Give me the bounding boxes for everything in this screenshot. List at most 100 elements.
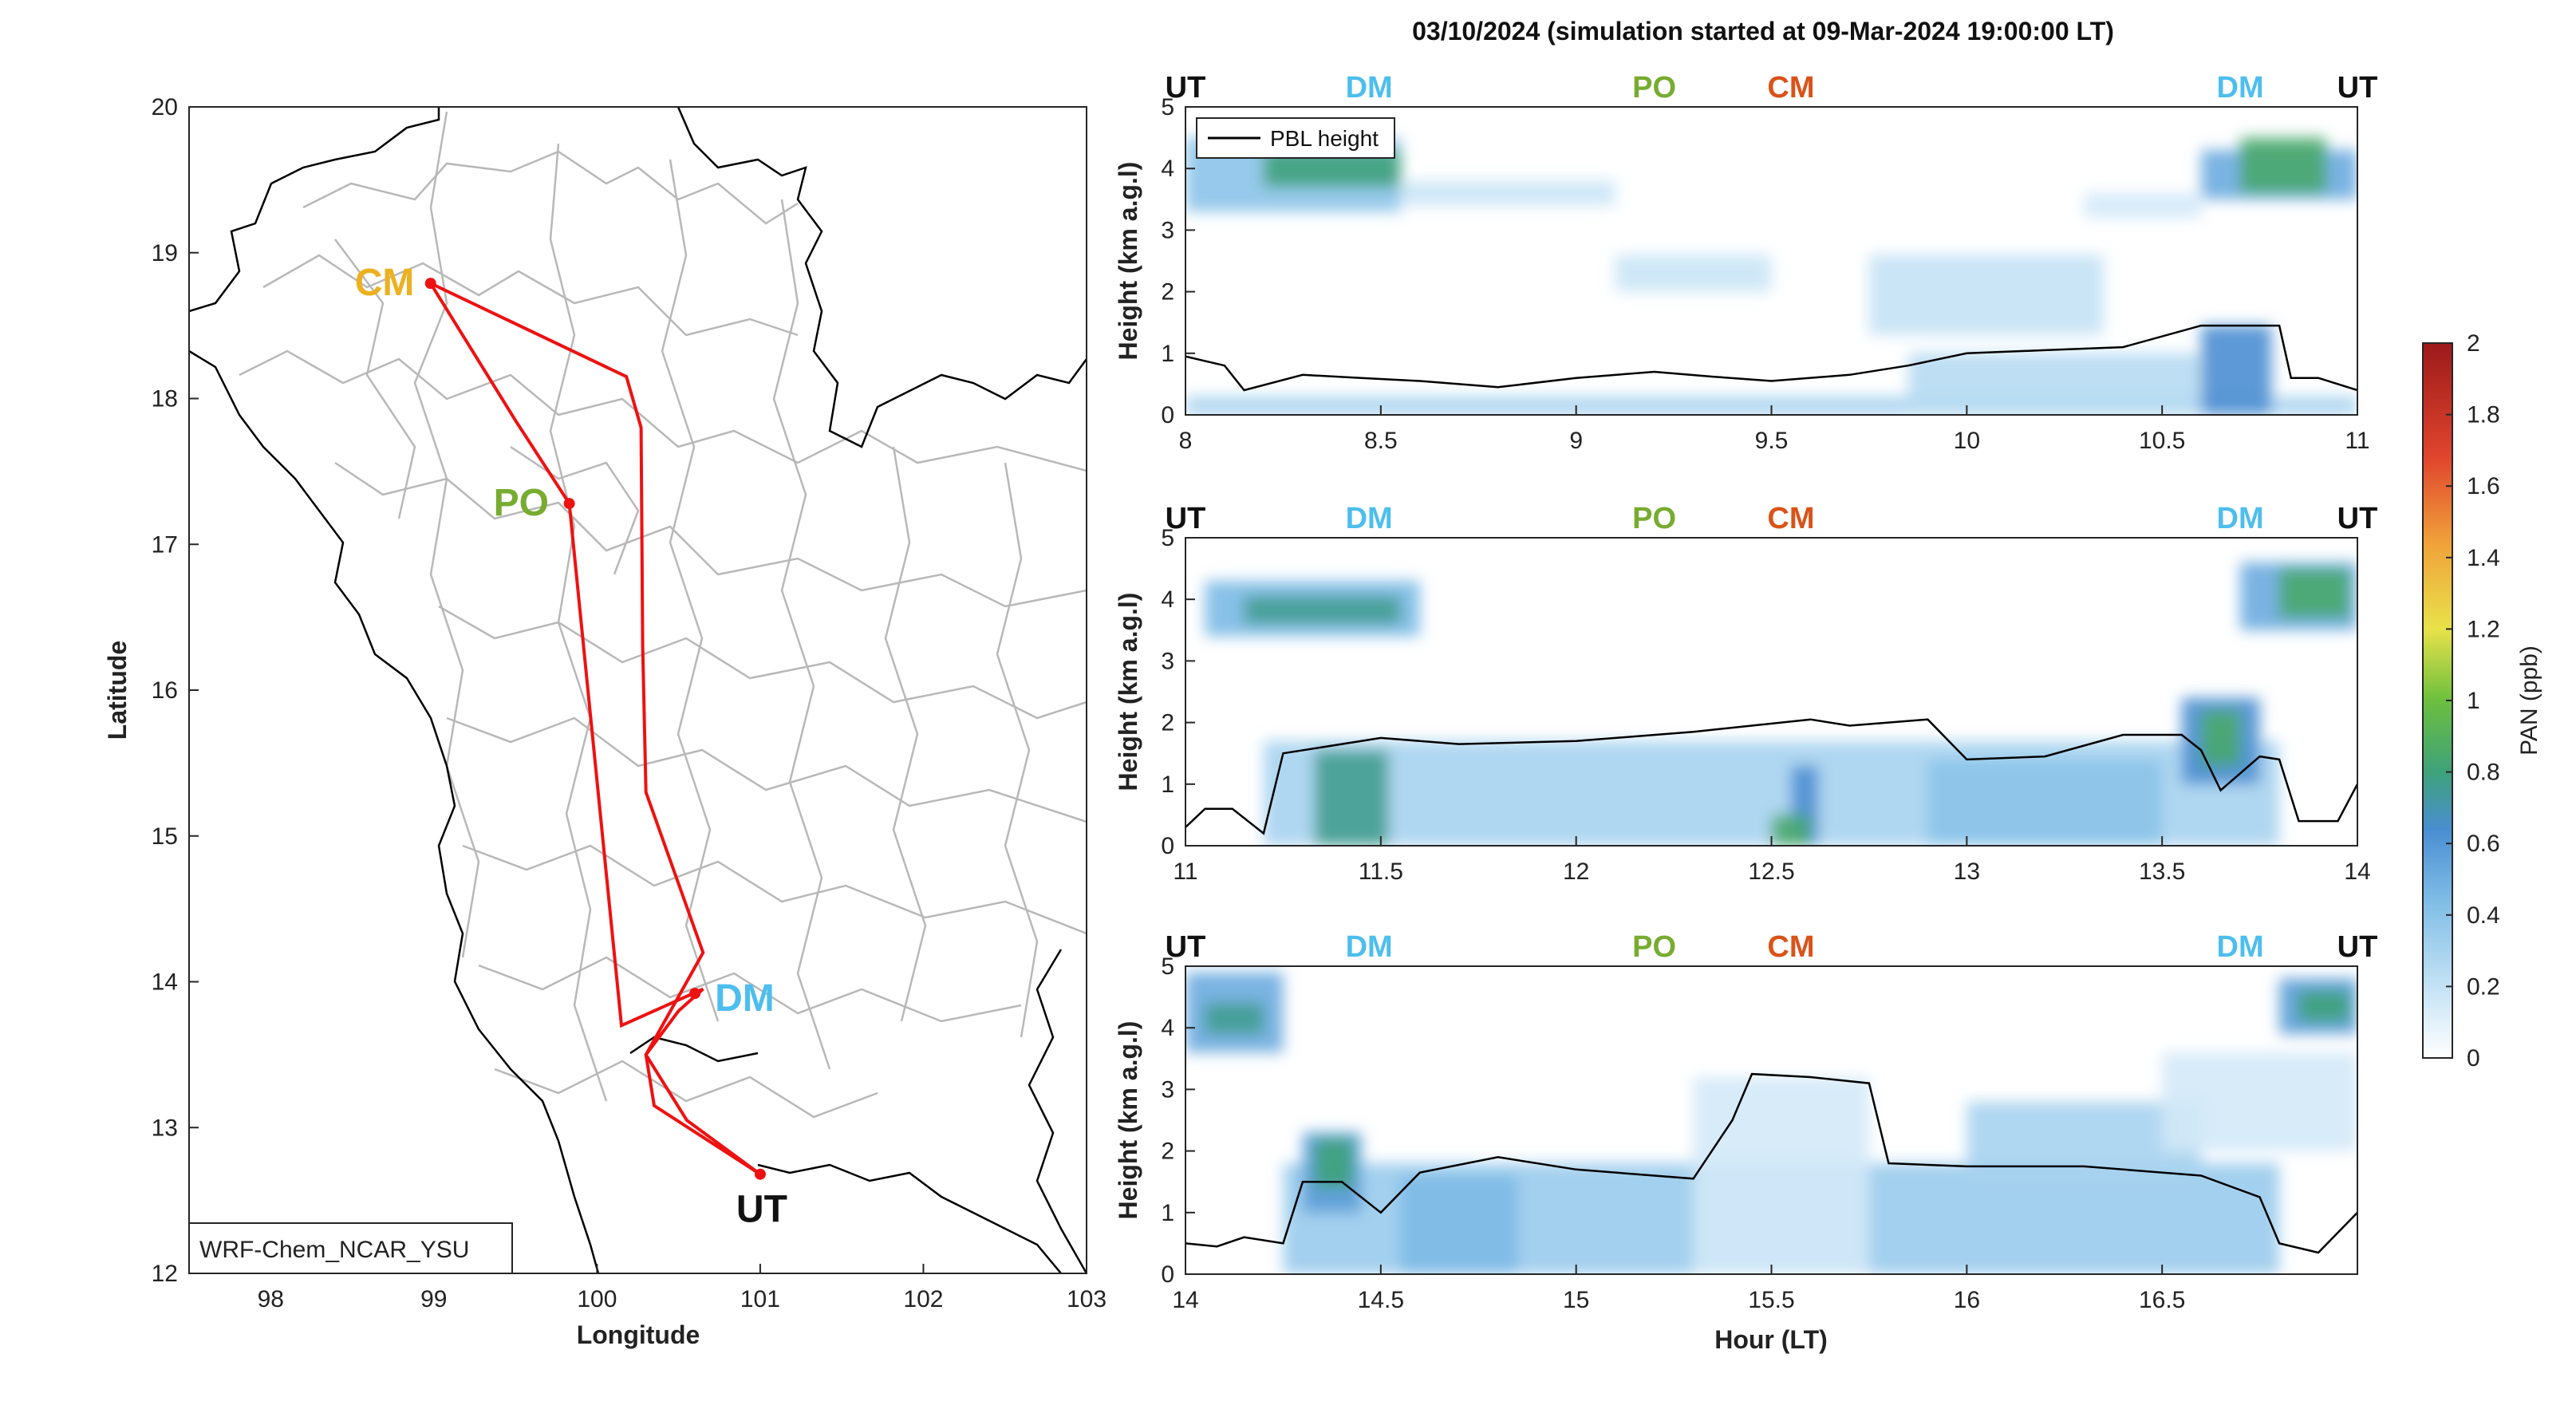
location-labels-3: UT DM PO CM DM UT [1166,930,2378,964]
colorbar-tick-label: 1.4 [2467,545,2500,571]
map-axis-ticks: 98 99 100 101 102 103 12 13 14 15 16 17 18 19 20 [152,94,1107,1312]
colorbar-tick-label: 0.8 [2467,760,2500,786]
map-xtick-label: 99 [420,1286,447,1312]
map-xtick-label: 101 [740,1286,780,1312]
map-ytick-label: 12 [152,1261,178,1287]
ytick-label: 3 [1161,217,1174,243]
location-label-ut: UT [2337,502,2378,535]
marker-po [563,498,575,510]
xtick-label: 10.5 [2139,428,2185,454]
xlabel-3: Hour (LT) [1714,1325,1828,1354]
xtick-label: 8.5 [1364,428,1398,454]
pan-cell [2201,326,2272,415]
map-ytick-label: 18 [152,386,178,412]
xtick-label: 16 [1954,1287,1980,1313]
location-label-ut: UT [2337,71,2378,105]
marker-ut [754,1168,766,1180]
pan-cell [1314,1139,1354,1188]
colorbar-tick-label: 2 [2467,330,2480,357]
ytick-label: 4 [1161,156,1174,182]
location-label-po: PO [1632,71,1676,105]
location-label-dm: DM [1346,502,1393,535]
ytick-label: 5 [1161,953,1174,980]
map-xtick-label: 98 [258,1286,284,1312]
province-boundaries [239,111,1087,1119]
pan-cell [1693,1076,1869,1274]
map-xtick-label: 103 [1067,1286,1107,1312]
map-ytick-label: 20 [152,94,178,120]
coastline-borders [189,107,1087,1273]
map-xlabel: Longitude [577,1320,700,1349]
xtick-label: 13 [1954,858,1980,885]
pan-field-3 [1185,972,2357,1274]
pan-cell [2162,1052,2357,1151]
location-label-cm: CM [1767,71,1814,105]
colorbar-tick-label: 1 [2467,688,2480,714]
ytick-label: 5 [1161,94,1174,120]
map-plot-area [189,107,1087,1273]
xtick-label: 11 [2345,428,2369,454]
ylabel-3: Height (km a.g.l) [1114,1021,1142,1220]
axis-ticks-3: 14 14.5 15 15.5 16 16.5 0 1 2 3 4 5 [1161,953,2185,1313]
pan-cell [2240,137,2326,194]
pan-field-2 [1205,562,2357,846]
map-ytick-label: 14 [152,969,178,996]
xtick-label: 15 [1563,1287,1589,1313]
map-panel: CM PO DM UT 98 99 100 101 102 103 12 13 14 15 16 17 18 1… [103,94,1107,1349]
xtick-label: 14 [1172,1287,1198,1313]
map-ytick-label: 16 [152,677,178,704]
ytick-label: 0 [1161,833,1174,859]
ytick-label: 2 [1161,1139,1174,1165]
colorbar-tick-label: 0.6 [2467,831,2500,857]
map-label-dm: DM [715,977,775,1020]
colorbar-tick-label: 1.2 [2467,616,2500,642]
ylabel-1: Height (km a.g.l) [1114,162,1142,361]
location-labels-2: UT DM PO CM DM UT [1166,502,2378,535]
colorbar-tick-label: 0.4 [2467,902,2500,929]
xtick-label: 15.5 [1748,1287,1794,1313]
xtick-label: 9.5 [1755,428,1789,454]
pan-cell [1927,759,2163,846]
pan-cell [2201,710,2241,766]
marker-dm [689,988,701,1000]
legend-label: PBL height [1270,126,1379,151]
marker-cm [424,278,436,290]
pan-cell [1205,1003,1264,1034]
xtick-label: 12 [1563,858,1589,885]
location-label-po: PO [1632,930,1676,964]
map-xtick-label: 100 [577,1286,617,1312]
xtick-label: 13.5 [2139,858,2185,885]
location-label-cm: CM [1767,502,1814,535]
location-label-ut: UT [1166,71,1206,105]
xtick-label: 11 [1173,858,1197,885]
xtick-label: 10 [1954,428,1980,454]
pbl-line-2 [1185,718,2357,835]
colorbar: 0 0.2 0.4 0.6 0.8 1 1.2 1.4 1.6 1.8 2 PAN (ppb) [2422,330,2542,1072]
location-labels-1: UT DM PO CM DM UT [1166,71,2378,105]
xtick-label: 9 [1569,428,1583,454]
location-label-dm: DM [2217,71,2264,105]
heatmap-panel-3: 14 14.5 15 15.5 16 16.5 0 1 2 3 4 5 UT DM PO CM DM UT He… [1114,930,2377,1354]
pan-cell [2279,568,2350,618]
location-label-dm: DM [1346,71,1393,105]
colorbar-tick-label: 1.8 [2467,402,2500,428]
pan-cell [1907,353,2202,415]
map-label-ut: UT [736,1189,787,1231]
location-label-dm: DM [2217,930,2264,964]
colorbar-tick-label: 0 [2467,1045,2480,1072]
colorbar-label: PAN (ppb) [2516,645,2542,756]
legend: PBL height [1196,117,1395,159]
map-ytick-label: 13 [152,1115,178,1141]
pan-cell [1868,255,2104,335]
ylabel-2: Height (km a.g.l) [1114,593,1142,791]
ytick-label: 2 [1161,279,1174,306]
location-label-ut: UT [1166,930,1206,964]
ytick-label: 0 [1161,402,1174,428]
axis-ticks-1: 8 8.5 9 9.5 10 10.5 11 0 1 2 3 4 5 [1161,94,2369,454]
model-label-box [188,1222,513,1274]
map-ylabel: Latitude [103,641,132,740]
colorbar-ticks: 0 0.2 0.4 0.6 0.8 1 1.2 1.4 1.6 1.8 2 [2446,330,2500,1072]
figure-title: 03/10/2024 (simulation started at 09-Mar… [1412,17,2114,45]
xtick-label: 14.5 [1358,1287,1404,1313]
